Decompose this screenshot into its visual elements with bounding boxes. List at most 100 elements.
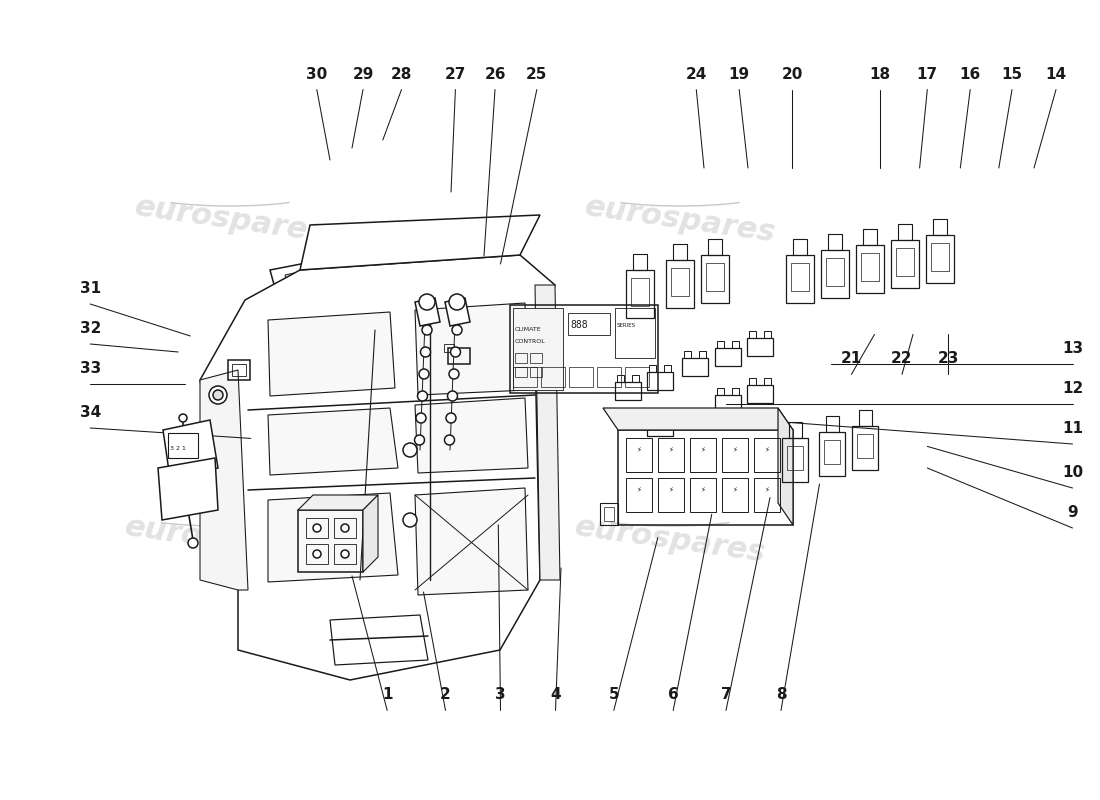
Bar <box>861 253 879 281</box>
Polygon shape <box>446 298 470 326</box>
Polygon shape <box>603 408 793 430</box>
Polygon shape <box>200 255 556 680</box>
Polygon shape <box>163 420 218 478</box>
Bar <box>626 438 652 472</box>
Text: 17: 17 <box>916 66 938 82</box>
Text: 888: 888 <box>570 320 587 330</box>
Circle shape <box>418 391 428 401</box>
Text: 5: 5 <box>608 687 619 702</box>
Circle shape <box>416 413 426 423</box>
Text: 33: 33 <box>79 361 101 376</box>
Bar <box>615 308 654 358</box>
Bar <box>515 353 527 363</box>
Bar <box>515 367 527 377</box>
Polygon shape <box>268 493 398 582</box>
Bar <box>858 410 871 426</box>
Bar <box>933 219 947 235</box>
Bar <box>732 341 739 348</box>
Polygon shape <box>270 235 475 350</box>
Bar <box>690 478 716 512</box>
Circle shape <box>179 414 187 422</box>
Polygon shape <box>298 495 378 510</box>
Bar <box>931 243 949 271</box>
Bar <box>747 385 773 403</box>
Polygon shape <box>362 244 448 300</box>
Circle shape <box>209 386 227 404</box>
Bar <box>334 518 356 538</box>
Text: 29: 29 <box>352 66 374 82</box>
Bar <box>786 255 814 303</box>
Text: SERIES: SERIES <box>617 323 636 328</box>
Bar <box>671 268 689 296</box>
Bar <box>825 416 838 432</box>
Bar <box>530 353 542 363</box>
Bar <box>618 430 793 525</box>
Bar <box>306 518 328 538</box>
Text: 12: 12 <box>1062 381 1084 396</box>
Bar <box>228 360 250 380</box>
Text: 14: 14 <box>1045 66 1067 82</box>
Bar <box>690 438 716 472</box>
Bar <box>754 438 780 472</box>
Circle shape <box>188 538 198 548</box>
Bar <box>828 234 842 250</box>
Circle shape <box>213 390 223 400</box>
Bar <box>569 367 593 387</box>
Text: ⚡: ⚡ <box>669 487 673 493</box>
Bar <box>754 478 780 512</box>
Text: 31: 31 <box>79 281 101 296</box>
Text: ⚡: ⚡ <box>701 487 705 493</box>
Bar <box>891 240 918 288</box>
Text: 24: 24 <box>685 66 707 82</box>
Text: 28: 28 <box>390 66 412 82</box>
Text: 6: 6 <box>668 687 679 702</box>
Bar <box>673 244 688 260</box>
Polygon shape <box>285 242 460 342</box>
Polygon shape <box>415 488 528 595</box>
Bar <box>717 341 724 348</box>
Circle shape <box>403 513 417 527</box>
Polygon shape <box>290 263 369 318</box>
Bar <box>444 344 454 352</box>
Polygon shape <box>268 312 395 396</box>
Text: ⚡: ⚡ <box>733 487 737 493</box>
Bar <box>820 432 845 476</box>
Bar <box>513 308 563 390</box>
Bar <box>626 270 654 318</box>
Bar <box>856 245 884 293</box>
Polygon shape <box>415 303 528 395</box>
Bar <box>663 411 671 418</box>
Bar <box>631 278 649 306</box>
Bar <box>530 367 542 377</box>
Bar <box>926 235 954 283</box>
Bar <box>568 313 611 335</box>
Bar <box>793 239 807 255</box>
Text: eurospares: eurospares <box>583 192 778 248</box>
Text: 27: 27 <box>444 66 466 82</box>
Text: CONTROL: CONTROL <box>515 339 546 344</box>
Bar <box>600 503 618 525</box>
Circle shape <box>448 391 458 401</box>
Bar <box>708 239 722 255</box>
Text: 4: 4 <box>550 687 561 702</box>
Text: 34: 34 <box>79 405 101 420</box>
Circle shape <box>314 550 321 558</box>
Bar <box>717 388 724 395</box>
Text: ⚡: ⚡ <box>733 447 737 453</box>
Text: 2: 2 <box>440 687 451 702</box>
Text: 19: 19 <box>728 66 750 82</box>
Polygon shape <box>778 408 793 525</box>
Bar <box>658 478 684 512</box>
Bar <box>663 365 671 372</box>
Bar <box>749 331 757 338</box>
Bar <box>626 478 652 512</box>
Bar <box>898 224 912 240</box>
Bar <box>666 260 694 308</box>
Circle shape <box>415 435 425 445</box>
Bar <box>658 438 684 472</box>
Bar <box>786 446 803 470</box>
Polygon shape <box>415 298 440 326</box>
Text: eurospares: eurospares <box>132 192 328 248</box>
Bar <box>763 378 771 385</box>
Text: 13: 13 <box>1062 341 1084 356</box>
